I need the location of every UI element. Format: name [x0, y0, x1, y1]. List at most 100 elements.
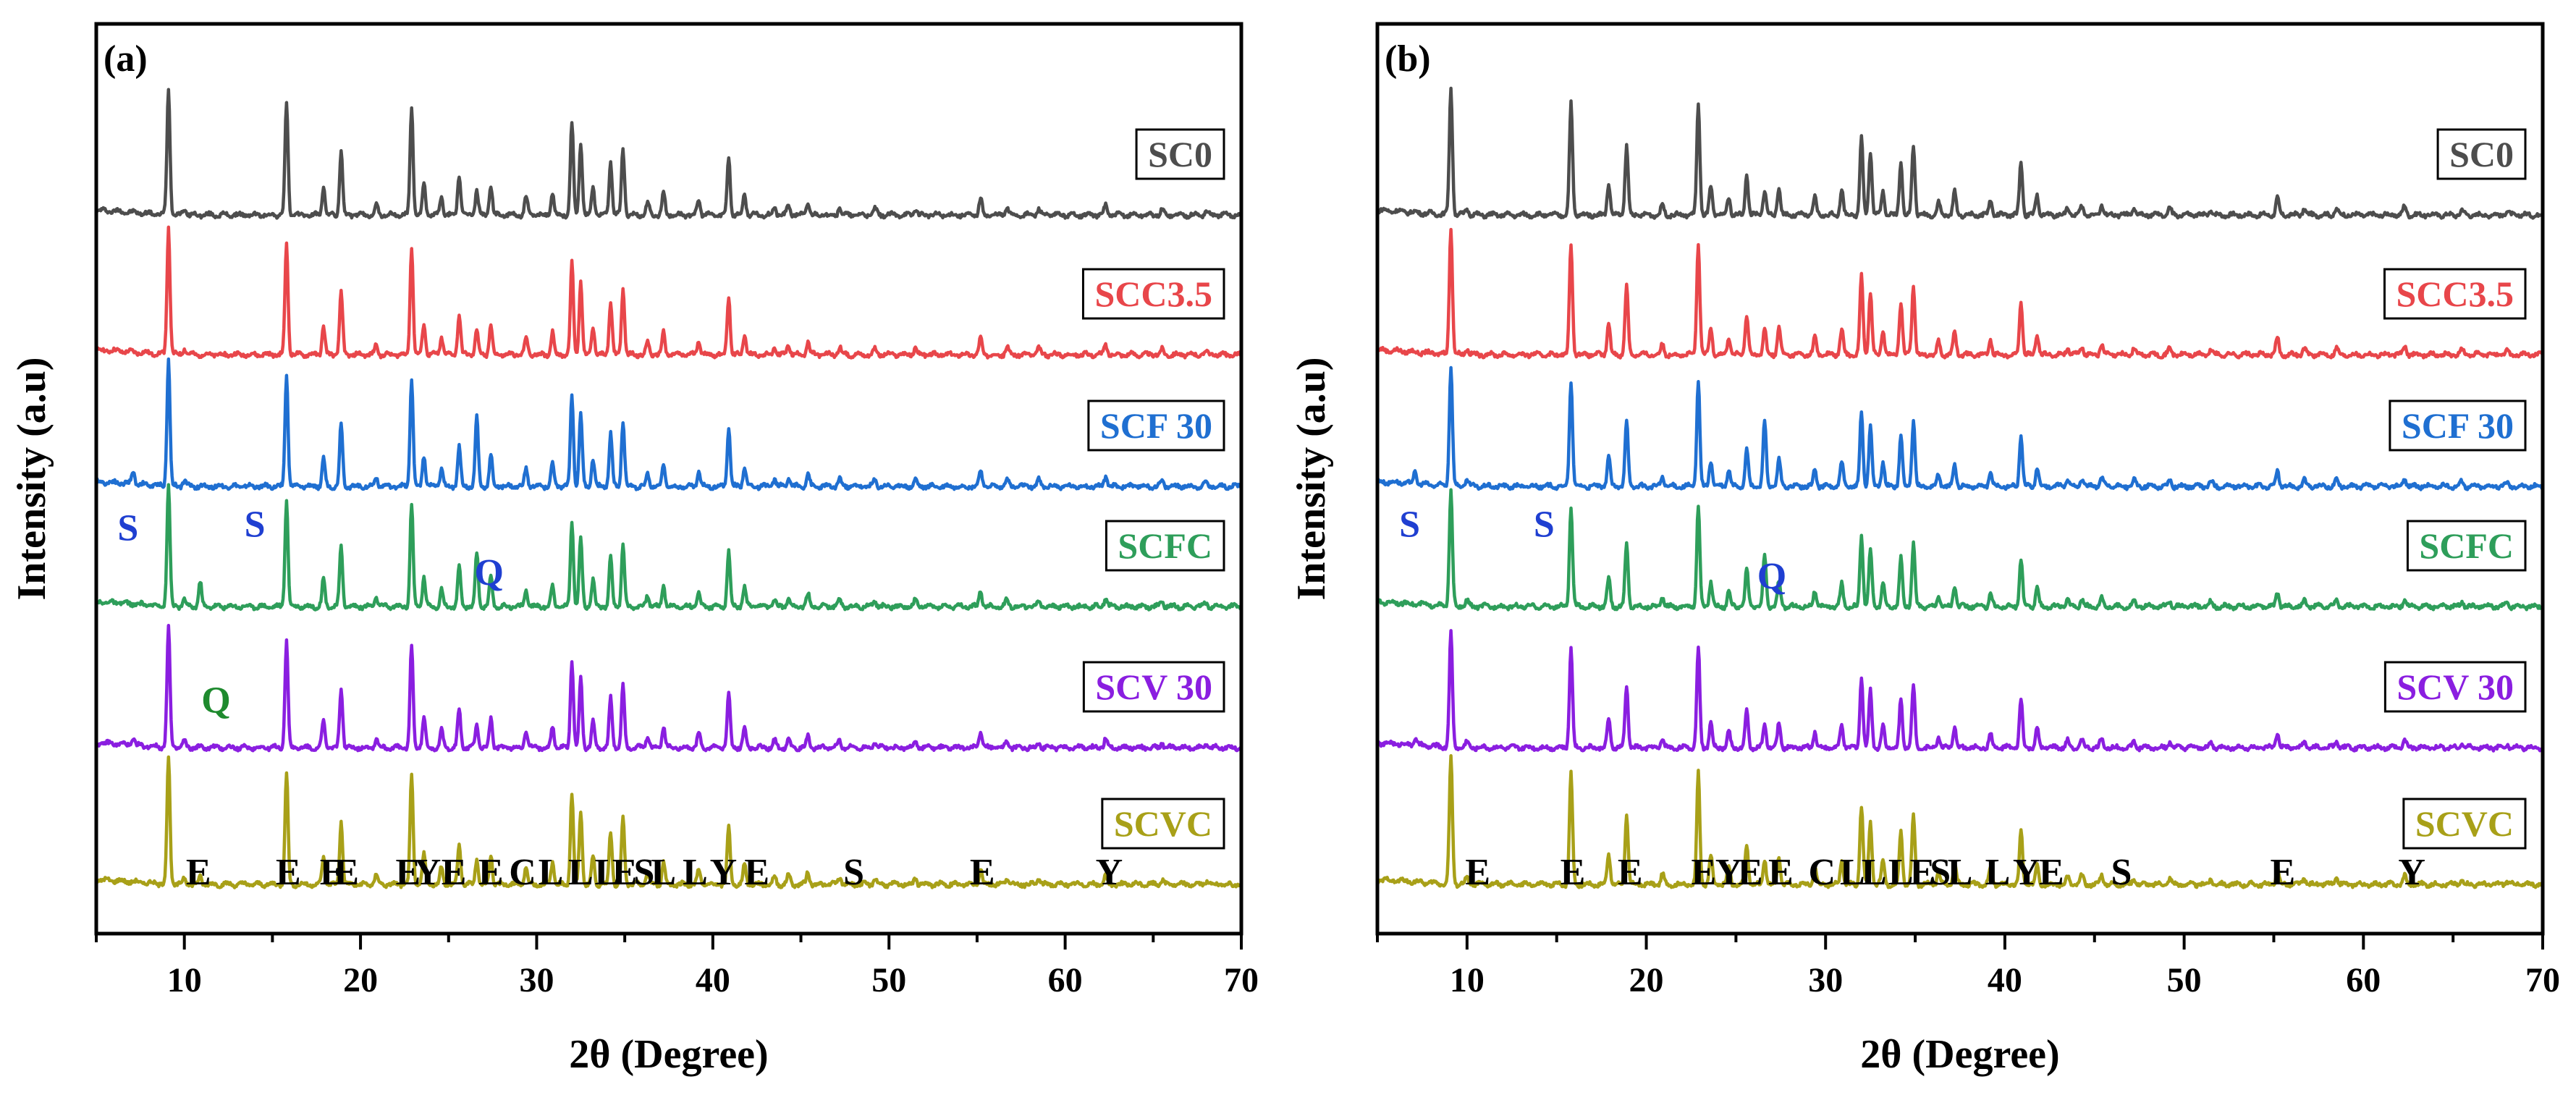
- phase-label: L: [1985, 852, 2011, 893]
- x-tick-label: 50: [2167, 961, 2202, 999]
- legend-entry: SCFC: [1105, 520, 1225, 572]
- phase-label: E: [1910, 852, 1935, 893]
- legend-label: SCFC: [1118, 525, 1212, 566]
- x-tick-label: 70: [2525, 961, 2560, 999]
- phase-label: S: [1534, 504, 1555, 546]
- phase-label: E: [276, 852, 301, 893]
- legend-box: [2383, 661, 2527, 713]
- phase-label: E: [186, 852, 211, 893]
- legend-label: SC0: [1148, 134, 1212, 174]
- legend-box: [1087, 399, 1225, 452]
- phase-label: Y: [414, 852, 442, 893]
- xrd-trace-scvc: [1375, 754, 2544, 889]
- phase-label: E: [442, 852, 467, 893]
- phase-label: E: [334, 852, 359, 893]
- xrd-trace-sc0: [1376, 86, 2544, 220]
- phase-label: L: [1862, 852, 1887, 893]
- phase-label: E: [744, 852, 769, 893]
- phase-label: L: [539, 852, 564, 893]
- legend-box: [1135, 128, 1225, 180]
- legend-box: [2383, 268, 2527, 320]
- xrd-trace-scc3.5: [1376, 227, 2544, 360]
- phase-label: S: [633, 852, 654, 893]
- y-axis-title: Intensity (a.u): [9, 357, 54, 600]
- phase-label: C: [1808, 852, 1836, 893]
- phase-label: L: [1888, 852, 1914, 893]
- legend-entry: SCV 30: [1082, 661, 1225, 713]
- phase-label: E: [1561, 852, 1586, 893]
- legend-label: SCVC: [2415, 803, 2514, 844]
- phase-label: S: [843, 852, 864, 893]
- legend-entry: SC0: [2436, 128, 2527, 180]
- legend-entry: SCVC: [1101, 798, 1225, 850]
- phase-label: S: [1399, 504, 1420, 546]
- legend-label: SCV 30: [2396, 667, 2514, 707]
- phase-label: S: [2111, 852, 2132, 893]
- phase-label: Y: [2398, 852, 2425, 893]
- legend-entry: SCF 30: [2389, 399, 2527, 452]
- xrd-trace-scvc: [95, 755, 1243, 889]
- x-tick-label: 20: [1629, 961, 1664, 999]
- legend-entry: SCC3.5: [1081, 268, 1225, 320]
- x-tick-label: 60: [2346, 961, 2381, 999]
- x-tick-label: 60: [1048, 961, 1083, 999]
- phase-label: E: [2271, 852, 2296, 893]
- x-tick-label: 10: [1450, 961, 1485, 999]
- phase-label: L: [651, 852, 676, 893]
- x-tick-label: 40: [696, 961, 730, 999]
- legend-box: [1081, 268, 1225, 320]
- phase-label: Y: [1715, 852, 1743, 893]
- phase-label: Y: [1096, 852, 1123, 893]
- legend-label: SCC3.5: [1094, 274, 1212, 314]
- phase-label: S: [245, 504, 266, 546]
- phase-label: L: [1948, 852, 1973, 893]
- phase-label: E: [1691, 852, 1716, 893]
- phase-label: C: [509, 852, 536, 893]
- phase-label: Q: [201, 680, 230, 721]
- phase-label: Y: [710, 852, 738, 893]
- x-tick-label: 30: [1808, 961, 1843, 999]
- legend-label: SCFC: [2419, 525, 2514, 566]
- legend-box: [1105, 520, 1225, 572]
- xrd-trace-scf30: [95, 357, 1243, 491]
- xrd-trace-scv30: [1375, 629, 2544, 753]
- legend-box: [2389, 399, 2527, 452]
- x-axis-title: 2θ (Degree): [569, 1032, 768, 1077]
- xrd-trace-scc3.5: [95, 225, 1243, 360]
- legend-label: SCF 30: [2402, 405, 2514, 446]
- legend-box: [2436, 128, 2527, 180]
- phase-label: E: [395, 852, 421, 893]
- legend-label: SC0: [2449, 134, 2514, 174]
- xrd-trace-sc0: [94, 88, 1243, 220]
- legend-entry: SCF 30: [1087, 399, 1225, 452]
- x-tick-label: 50: [871, 961, 906, 999]
- legend-entry: SCVC: [2402, 798, 2527, 850]
- xrd-trace-scfc: [94, 483, 1243, 612]
- legend-entry: SCFC: [2406, 520, 2527, 572]
- legend-box: [2402, 798, 2527, 850]
- phase-label: E: [1465, 852, 1490, 893]
- plot-frame: [94, 22, 1243, 936]
- legend-entry: SC0: [1135, 128, 1225, 180]
- phase-label: E: [2039, 852, 2064, 893]
- phase-label: E: [1618, 852, 1643, 893]
- legend-label: SCF 30: [1100, 405, 1212, 446]
- legend-entry: SCC3.5: [2383, 268, 2527, 320]
- phase-label: S: [117, 508, 138, 549]
- legend-box: [1082, 661, 1225, 713]
- x-tick-label: 20: [343, 961, 378, 999]
- legend-label: SCV 30: [1095, 667, 1212, 707]
- phase-label: E: [1768, 852, 1794, 893]
- phase-label: E: [612, 852, 638, 893]
- phase-label: Q: [475, 552, 504, 593]
- xrd-trace-scfc: [1375, 488, 2544, 612]
- legend-label: SCVC: [1114, 803, 1212, 844]
- phase-label: E: [478, 852, 504, 893]
- phase-label: E: [320, 852, 345, 893]
- phase-label: L: [568, 852, 594, 893]
- phase-label: S: [1930, 852, 1951, 893]
- plot-frame: [1375, 22, 2545, 936]
